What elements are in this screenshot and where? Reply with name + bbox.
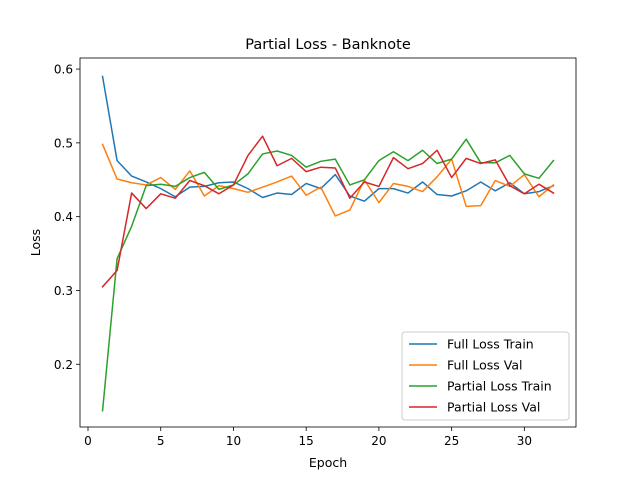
x-tick-label: 0	[84, 434, 92, 448]
y-tick-label: 0.3	[54, 284, 73, 298]
series-line-partial-loss-train	[101, 138, 555, 412]
legend: Full Loss Train Full Loss Val Partial Loss…	[401, 331, 570, 421]
x-tick-label: 10	[226, 434, 241, 448]
legend-items: Full Loss Train Full Loss Val Partial Loss…	[409, 337, 552, 415]
x-axis-ticks: 0 5 10 15 20 25 30	[84, 427, 532, 448]
legend-box	[401, 331, 570, 421]
legend-label-full-loss-val: Full Loss Val	[447, 358, 522, 373]
x-tick-label: 30	[517, 434, 532, 448]
x-tick-label: 5	[157, 434, 165, 448]
legend-label-partial-loss-train: Partial Loss Train	[447, 379, 552, 394]
chart-title: Partial Loss - Banknote	[245, 37, 411, 53]
legend-label-full-loss-train: Full Loss Train	[447, 337, 534, 352]
y-tick-label: 0.5	[54, 136, 73, 150]
y-tick-label: 0.4	[54, 210, 73, 224]
y-axis-label: Loss	[28, 229, 43, 256]
series-line-partial-loss-val	[101, 135, 555, 288]
x-axis-label: Epoch	[309, 455, 347, 470]
plot-area-frame	[79, 57, 577, 428]
series-layer	[101, 75, 555, 412]
x-tick-label: 20	[371, 434, 386, 448]
legend-label-partial-loss-val: Partial Loss Val	[447, 400, 540, 415]
x-tick-label: 25	[444, 434, 459, 448]
series-line-full-loss-val	[101, 143, 555, 217]
y-tick-label: 0.6	[54, 63, 73, 77]
x-tick-label: 15	[299, 434, 314, 448]
y-axis-ticks: 0.2 0.3 0.4 0.5 0.6	[54, 63, 80, 372]
y-tick-label: 0.2	[54, 358, 73, 372]
